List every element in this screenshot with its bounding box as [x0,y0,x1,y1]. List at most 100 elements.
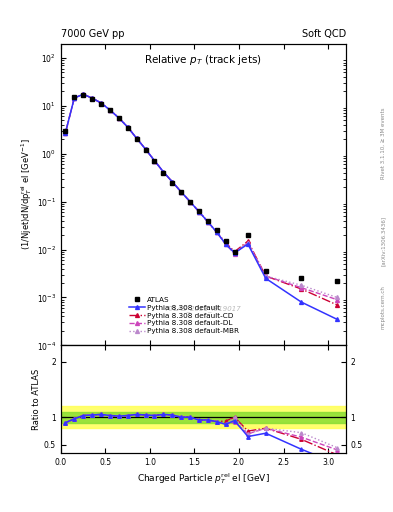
Line: ATLAS: ATLAS [63,92,340,284]
Pythia 8.308 default-CD [196,208,201,215]
Pythia 8.308 default-MBR [72,95,77,101]
Pythia 8.308 default-CD [263,273,268,279]
Pythia 8.308 default-MBR [90,95,94,101]
Pythia 8.308 default-DL [81,91,86,97]
Pythia 8.308 default-DL [134,135,139,141]
ATLAS [125,124,130,131]
Pythia 8.308 default [108,107,112,113]
Bar [61,412,346,423]
Pythia 8.308 default-DL [108,107,112,113]
Pythia 8.308 default-DL [232,250,237,257]
Y-axis label: Ratio to ATLAS: Ratio to ATLAS [32,369,41,430]
Pythia 8.308 default-MBR [334,294,339,301]
ATLAS [170,180,174,186]
Pythia 8.308 default-MBR [223,241,228,247]
Pythia 8.308 default-DL [179,189,184,195]
Pythia 8.308 default-DL [143,146,148,152]
Pythia 8.308 default [81,91,86,97]
ATLAS [116,115,121,121]
Legend: ATLAS, Pythia 8.308 default, Pythia 8.308 default-CD, Pythia 8.308 default-DL, P: ATLAS, Pythia 8.308 default, Pythia 8.30… [127,295,241,336]
Pythia 8.308 default-DL [299,285,304,291]
Pythia 8.308 default-CD [299,286,304,292]
Pythia 8.308 default-DL [334,296,339,303]
Pythia 8.308 default-MBR [81,91,86,97]
Pythia 8.308 default-MBR [299,282,304,288]
Pythia 8.308 default-CD [214,229,219,236]
Pythia 8.308 default-DL [246,240,250,246]
Pythia 8.308 default-CD [206,219,210,225]
Pythia 8.308 default-CD [72,95,77,101]
Pythia 8.308 default-DL [125,124,130,130]
Pythia 8.308 default-DL [196,208,201,215]
ATLAS [108,108,112,114]
Pythia 8.308 default-CD [90,95,94,101]
Pythia 8.308 default-DL [72,95,77,101]
ATLAS [63,128,68,134]
Pythia 8.308 default-MBR [214,229,219,236]
ATLAS [179,189,184,195]
Pythia 8.308 default [223,241,228,247]
Pythia 8.308 default [232,250,237,256]
Text: Relative $p_T$ (track jets): Relative $p_T$ (track jets) [145,53,262,67]
Text: Rivet 3.1.10, ≥ 3M events: Rivet 3.1.10, ≥ 3M events [381,108,386,179]
ATLAS [81,92,86,98]
ATLAS [299,275,304,282]
Bar [61,406,346,428]
Pythia 8.308 default-CD [246,238,250,244]
Pythia 8.308 default-MBR [188,199,193,205]
Pythia 8.308 default-DL [152,158,157,164]
ATLAS [152,158,157,164]
Pythia 8.308 default [196,208,201,215]
Pythia 8.308 default [152,158,157,164]
Line: Pythia 8.308 default-DL: Pythia 8.308 default-DL [63,92,339,302]
Pythia 8.308 default-CD [188,199,193,205]
Pythia 8.308 default-MBR [134,135,139,141]
ATLAS [206,218,210,224]
ATLAS [334,278,339,284]
ATLAS [99,101,103,107]
Pythia 8.308 default-DL [116,115,121,121]
Pythia 8.308 default-MBR [125,124,130,130]
Pythia 8.308 default-MBR [206,219,210,225]
Pythia 8.308 default-MBR [232,250,237,256]
ATLAS [196,207,201,214]
Pythia 8.308 default-CD [143,146,148,152]
ATLAS [263,268,268,274]
Pythia 8.308 default [170,179,174,185]
Pythia 8.308 default [214,229,219,236]
Pythia 8.308 default [63,130,68,136]
Pythia 8.308 default-DL [99,100,103,106]
ATLAS [188,199,193,205]
ATLAS [246,232,250,238]
ATLAS [214,227,219,233]
Pythia 8.308 default [188,199,193,205]
ATLAS [223,238,228,244]
Pythia 8.308 default [206,219,210,225]
X-axis label: Charged Particle $p^{\rm rel}_{T}$ el [GeV]: Charged Particle $p^{\rm rel}_{T}$ el [G… [137,471,270,486]
Pythia 8.308 default-CD [81,91,86,97]
ATLAS [90,96,94,102]
Pythia 8.308 default-CD [99,100,103,106]
Pythia 8.308 default-MBR [263,273,268,279]
Text: mcplots.cern.ch: mcplots.cern.ch [381,285,386,329]
Pythia 8.308 default-DL [263,273,268,279]
Pythia 8.308 default-DL [223,241,228,247]
Line: Pythia 8.308 default-CD: Pythia 8.308 default-CD [63,92,339,307]
Pythia 8.308 default-CD [179,189,184,195]
Pythia 8.308 default-DL [214,229,219,236]
Pythia 8.308 default-MBR [196,208,201,215]
Pythia 8.308 default [125,124,130,130]
Pythia 8.308 default-MBR [99,100,103,106]
ATLAS [232,249,237,255]
Pythia 8.308 default [179,189,184,195]
Pythia 8.308 default-CD [134,135,139,141]
Pythia 8.308 default [263,275,268,282]
Pythia 8.308 default-CD [125,124,130,130]
Pythia 8.308 default-CD [152,158,157,164]
Pythia 8.308 default [116,115,121,121]
Pythia 8.308 default-MBR [152,158,157,164]
Text: 7000 GeV pp: 7000 GeV pp [61,29,125,39]
Pythia 8.308 default-DL [188,199,193,205]
Pythia 8.308 default-MBR [161,169,166,175]
Pythia 8.308 default-DL [90,95,94,101]
